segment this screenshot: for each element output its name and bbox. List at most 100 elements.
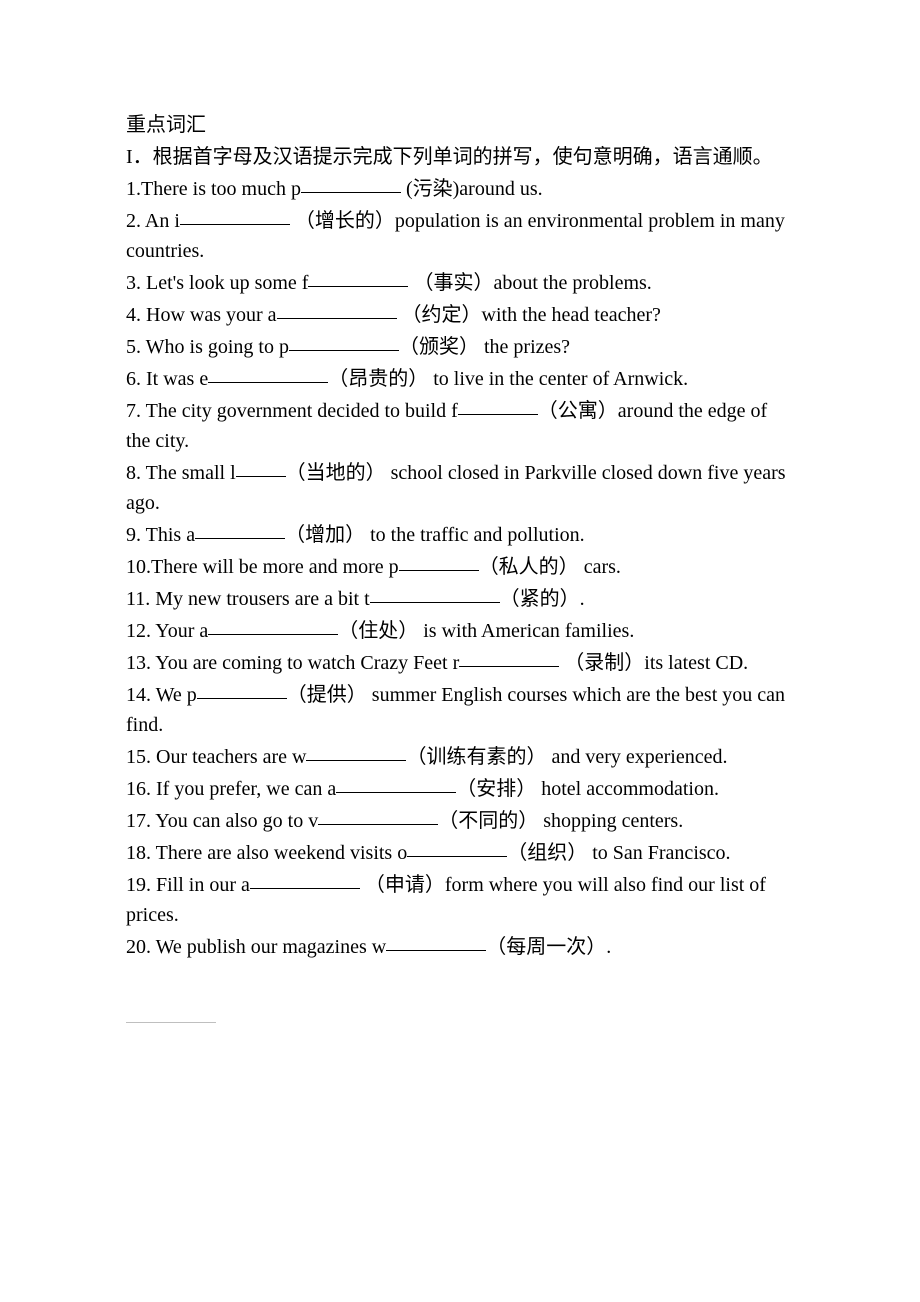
- question-18: 18. There are also weekend visits o（组织） …: [126, 838, 794, 868]
- q-num: 14: [126, 684, 146, 706]
- q-hint: （当地的）: [286, 462, 386, 484]
- q-pre: The city government decided to build f: [146, 400, 458, 422]
- question-12: 12. Your a（住处） is with American families…: [126, 616, 794, 646]
- q-pre: The small l: [146, 462, 236, 484]
- question-1: 1.There is too much p (污染)around us.: [126, 174, 794, 204]
- fill-blank[interactable]: [208, 362, 328, 383]
- fill-blank[interactable]: [301, 172, 401, 193]
- q-hint: （组织）: [507, 842, 587, 864]
- q-pre: If you prefer, we can a: [156, 778, 336, 800]
- fill-blank[interactable]: [236, 456, 286, 477]
- fill-blank[interactable]: [289, 330, 399, 351]
- question-3: 3. Let's look up some f （事实）about the pr…: [126, 268, 794, 298]
- q-pre: Our teachers are w: [156, 746, 306, 768]
- fill-blank[interactable]: [458, 394, 538, 415]
- q-pre: You are coming to watch Crazy Feet r: [155, 652, 459, 674]
- fill-blank[interactable]: [386, 930, 486, 951]
- fill-blank[interactable]: [407, 836, 507, 857]
- q-num: 12: [126, 620, 146, 642]
- fill-blank[interactable]: [459, 646, 559, 667]
- q-hint: （约定）: [402, 304, 482, 326]
- q-post: .: [606, 936, 611, 958]
- q-pre: My new trousers are a bit t: [155, 588, 369, 610]
- q-pre: How was your a: [146, 304, 277, 326]
- q-num: 8: [126, 462, 136, 484]
- question-20: 20. We publish our magazines w（每周一次）.: [126, 932, 794, 962]
- q-hint: （私人的）: [479, 556, 579, 578]
- q-hint: （增加）: [285, 524, 365, 546]
- question-10: 10.There will be more and more p（私人的） ca…: [126, 552, 794, 582]
- question-8: 8. The small l（当地的） school closed in Par…: [126, 458, 794, 518]
- fill-blank[interactable]: [197, 678, 287, 699]
- q-post: around us.: [459, 178, 542, 200]
- q-hint: （每周一次）: [486, 936, 606, 958]
- q-pre: Fill in our a: [156, 874, 250, 896]
- q-post: about the problems.: [493, 272, 651, 294]
- fill-blank[interactable]: [399, 550, 479, 571]
- q-pre: There will be more and more p: [151, 556, 399, 578]
- q-num: 20: [126, 936, 146, 958]
- fill-blank[interactable]: [277, 298, 397, 319]
- question-19: 19. Fill in our a （申请）form where you wil…: [126, 870, 794, 930]
- q-post: cars.: [579, 556, 621, 578]
- instruction: I．根据首字母及汉语提示完成下列单词的拼写，使句意明确，语言通顺。: [126, 142, 794, 172]
- question-14: 14. We p（提供） summer English courses whic…: [126, 680, 794, 740]
- q-pre: It was e: [146, 368, 208, 390]
- q-pre: There are also weekend visits o: [156, 842, 408, 864]
- fill-blank[interactable]: [370, 582, 500, 603]
- q-num: 10: [126, 556, 146, 578]
- q-hint: （训练有素的）: [406, 746, 546, 768]
- fill-blank[interactable]: [250, 868, 360, 889]
- q-pre: You can also go to v: [155, 810, 318, 832]
- q-num: 3: [126, 272, 136, 294]
- question-6: 6. It was e（昂贵的） to live in the center o…: [126, 364, 794, 394]
- q-post: to San Francisco.: [587, 842, 730, 864]
- question-7: 7. The city government decided to build …: [126, 396, 794, 456]
- question-2: 2. An i （增长的）population is an environmen…: [126, 206, 794, 266]
- q-post: with the head teacher?: [482, 304, 661, 326]
- q-num: 6: [126, 368, 136, 390]
- q-pre: An i: [145, 210, 180, 232]
- q-hint: (污染): [406, 178, 459, 200]
- q-post: to live in the center of Arnwick.: [428, 368, 688, 390]
- q-pre: Your a: [155, 620, 208, 642]
- q-num: 15: [126, 746, 146, 768]
- q-post: the prizes?: [479, 336, 570, 358]
- q-hint: （昂贵的）: [328, 368, 428, 390]
- q-hint: （紧的）: [500, 588, 580, 610]
- q-pre: There is too much p: [141, 178, 301, 200]
- q-num: 5: [126, 336, 136, 358]
- q-hint: （增长的）: [295, 210, 395, 232]
- q-num: 4: [126, 304, 136, 326]
- q-post: is with American families.: [418, 620, 634, 642]
- q-hint: （安排）: [456, 778, 536, 800]
- q-pre: We p: [156, 684, 197, 706]
- q-num: 17: [126, 810, 146, 832]
- q-hint: （事实）: [413, 272, 493, 294]
- q-num: 11: [126, 588, 145, 610]
- fill-blank[interactable]: [308, 266, 408, 287]
- q-hint: （提供）: [287, 684, 367, 706]
- question-9: 9. This a（增加） to the traffic and polluti…: [126, 520, 794, 550]
- question-15: 15. Our teachers are w（训练有素的） and very e…: [126, 742, 794, 772]
- q-hint: （颁奖）: [399, 336, 479, 358]
- fill-blank[interactable]: [208, 614, 338, 635]
- q-num: 18: [126, 842, 146, 864]
- worksheet-page: 重点词汇 I．根据首字母及汉语提示完成下列单词的拼写，使句意明确，语言通顺。 1…: [0, 0, 920, 1302]
- q-hint: （公寓）: [538, 400, 618, 422]
- fill-blank[interactable]: [195, 518, 285, 539]
- q-pre: This a: [146, 524, 195, 546]
- page-title: 重点词汇: [126, 110, 794, 140]
- q-pre: Let's look up some f: [146, 272, 308, 294]
- question-17: 17. You can also go to v（不同的） shopping c…: [126, 806, 794, 836]
- q-post: to the traffic and pollution.: [365, 524, 585, 546]
- q-hint: （录制）: [564, 652, 644, 674]
- q-num: 13: [126, 652, 146, 674]
- q-pre: We publish our magazines w: [156, 936, 387, 958]
- fill-blank[interactable]: [306, 740, 406, 761]
- question-13: 13. You are coming to watch Crazy Feet r…: [126, 648, 794, 678]
- fill-blank[interactable]: [336, 772, 456, 793]
- fill-blank[interactable]: [180, 204, 290, 225]
- question-11: 11. My new trousers are a bit t（紧的）.: [126, 584, 794, 614]
- fill-blank[interactable]: [318, 804, 438, 825]
